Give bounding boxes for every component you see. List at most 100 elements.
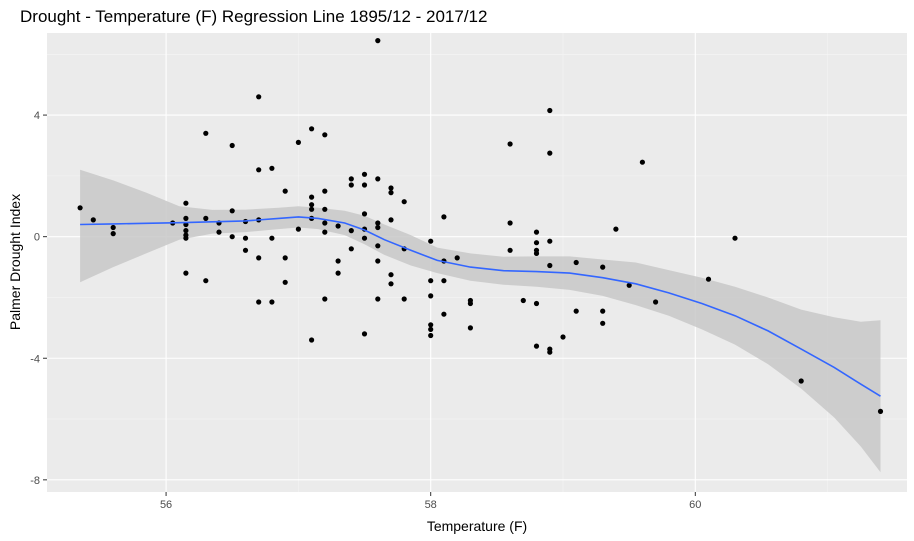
data-point: [507, 247, 513, 253]
data-point: [877, 408, 884, 414]
data-point: [335, 258, 341, 264]
x-axis-title: Temperature (F): [427, 518, 527, 534]
data-point: [309, 206, 315, 212]
data-point: [183, 200, 189, 206]
data-point: [348, 246, 354, 252]
data-point: [77, 205, 83, 211]
data-point: [613, 226, 619, 232]
data-point: [388, 272, 394, 278]
data-point: [705, 276, 712, 282]
data-point: [110, 224, 116, 231]
data-point: [375, 296, 381, 302]
data-point: [428, 293, 434, 299]
data-point: [547, 107, 553, 114]
data-point: [242, 235, 249, 241]
data-point: [361, 211, 368, 217]
data-point: [348, 228, 354, 234]
y-tick-label: -4: [30, 353, 40, 365]
data-point: [282, 279, 288, 285]
data-point: [269, 235, 275, 241]
data-point: [256, 255, 262, 261]
data-point: [282, 188, 288, 194]
data-point: [348, 176, 354, 182]
data-point: [401, 199, 407, 205]
data-point: [441, 278, 447, 284]
data-point: [428, 326, 434, 332]
smooth-line-layer: [80, 216, 881, 397]
data-point: [203, 130, 209, 136]
data-point: [229, 208, 235, 214]
data-point: [428, 238, 434, 244]
data-point: [428, 322, 434, 328]
data-point: [309, 194, 315, 200]
data-point: [533, 229, 540, 235]
data-point: [428, 332, 434, 339]
confidence-band-layer: [80, 169, 881, 473]
data-point: [295, 139, 301, 145]
data-point: [183, 270, 189, 276]
data-point: [454, 255, 460, 261]
data-point: [798, 378, 804, 384]
data-point: [282, 255, 288, 261]
data-point: [256, 94, 262, 100]
data-point: [547, 150, 553, 156]
data-point: [361, 171, 368, 177]
data-point: [183, 228, 189, 234]
data-point: [547, 238, 553, 244]
data-point: [256, 299, 262, 305]
y-tick-label: 0: [34, 232, 40, 244]
data-point: [309, 337, 315, 343]
data-point: [507, 220, 513, 226]
data-point: [639, 159, 646, 165]
confidence-band: [80, 169, 881, 473]
data-point: [361, 235, 368, 241]
data-point: [375, 220, 381, 226]
data-point: [322, 229, 328, 235]
data-point: [547, 349, 553, 355]
data-point: [322, 206, 328, 212]
data-point: [401, 296, 407, 302]
data-point: [520, 297, 526, 304]
data-point: [388, 190, 394, 196]
x-tick-label: 56: [160, 499, 172, 511]
data-point: [348, 182, 354, 188]
data-point: [322, 188, 328, 194]
data-point: [653, 299, 659, 305]
data-point: [507, 141, 513, 147]
data-point: [388, 217, 394, 223]
y-tick-label: -8: [30, 475, 40, 487]
point-layer: [77, 38, 884, 414]
y-axis-title: Palmer Drought Index: [7, 194, 23, 330]
data-point: [242, 247, 249, 253]
x-tick-label: 60: [689, 499, 701, 511]
data-point: [533, 300, 540, 307]
x-axis: 56 58 60: [160, 492, 701, 511]
data-point: [295, 226, 301, 232]
data-point: [203, 215, 209, 221]
data-point: [229, 234, 235, 240]
data-point: [600, 308, 606, 314]
data-point: [322, 220, 328, 226]
data-point: [573, 259, 579, 266]
data-point: [388, 281, 394, 287]
x-tick-label: 58: [425, 499, 437, 511]
data-point: [560, 334, 566, 340]
data-point: [269, 299, 275, 305]
data-point: [388, 185, 394, 191]
data-point: [322, 132, 328, 138]
data-point: [183, 235, 189, 241]
data-point: [322, 296, 328, 302]
regression-line: [80, 216, 881, 397]
data-point: [533, 250, 540, 256]
data-point: [533, 240, 540, 246]
data-point: [441, 214, 447, 220]
data-point: [216, 229, 222, 235]
data-point: [467, 300, 473, 307]
data-point: [467, 325, 473, 331]
chart-title: Drought - Temperature (F) Regression Lin…: [20, 7, 487, 26]
data-point: [375, 258, 381, 264]
data-point: [375, 176, 381, 182]
data-point: [573, 308, 579, 314]
data-point: [600, 264, 606, 270]
